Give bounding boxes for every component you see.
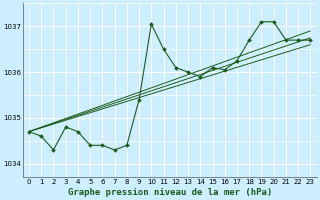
X-axis label: Graphe pression niveau de la mer (hPa): Graphe pression niveau de la mer (hPa) [68,188,272,197]
